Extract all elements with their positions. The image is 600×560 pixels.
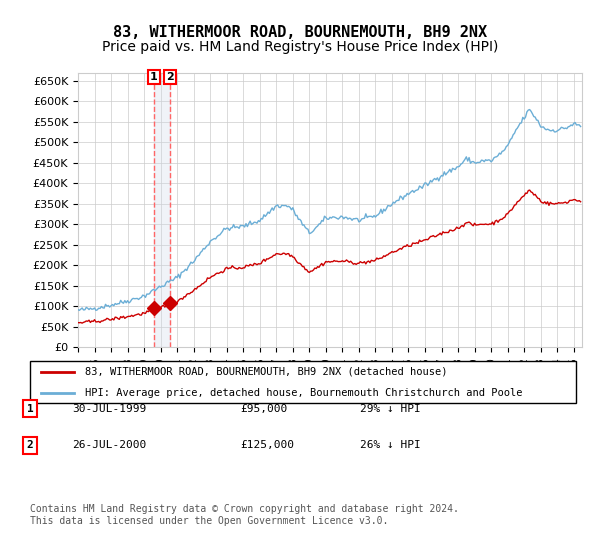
Text: 26-JUL-2000: 26-JUL-2000 (72, 440, 146, 450)
Text: Price paid vs. HM Land Registry's House Price Index (HPI): Price paid vs. HM Land Registry's House … (102, 40, 498, 54)
Text: £125,000: £125,000 (240, 440, 294, 450)
Text: 26% ↓ HPI: 26% ↓ HPI (360, 440, 421, 450)
Text: 83, WITHERMOOR ROAD, BOURNEMOUTH, BH9 2NX (detached house): 83, WITHERMOOR ROAD, BOURNEMOUTH, BH9 2N… (85, 367, 447, 377)
FancyBboxPatch shape (30, 361, 576, 403)
Text: 1: 1 (26, 404, 34, 414)
Text: Contains HM Land Registry data © Crown copyright and database right 2024.
This d: Contains HM Land Registry data © Crown c… (30, 504, 459, 526)
Text: 29% ↓ HPI: 29% ↓ HPI (360, 404, 421, 414)
Text: 30-JUL-1999: 30-JUL-1999 (72, 404, 146, 414)
Text: 83, WITHERMOOR ROAD, BOURNEMOUTH, BH9 2NX: 83, WITHERMOOR ROAD, BOURNEMOUTH, BH9 2N… (113, 25, 487, 40)
Text: 2: 2 (166, 72, 174, 82)
Text: 1: 1 (150, 72, 158, 82)
Bar (154, 73, 170, 347)
Text: £95,000: £95,000 (240, 404, 287, 414)
Text: 2: 2 (26, 440, 34, 450)
Text: HPI: Average price, detached house, Bournemouth Christchurch and Poole: HPI: Average price, detached house, Bour… (85, 388, 522, 398)
